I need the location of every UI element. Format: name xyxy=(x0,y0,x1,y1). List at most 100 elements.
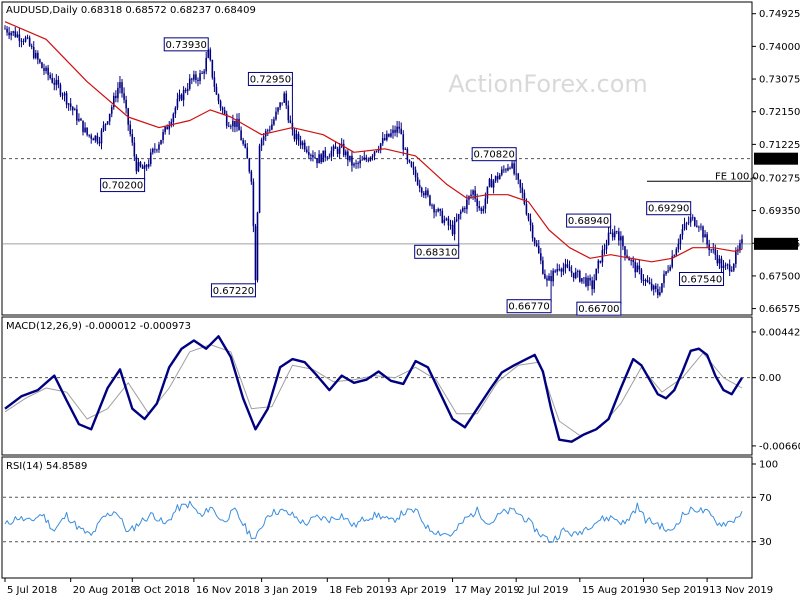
candle-body xyxy=(492,180,495,188)
candle-body xyxy=(410,162,413,167)
candle-body xyxy=(20,40,23,42)
candle-body xyxy=(4,28,6,30)
rsi-line xyxy=(4,500,743,543)
candle-body xyxy=(509,167,511,169)
candle-body xyxy=(246,147,249,159)
candle-body xyxy=(119,82,121,88)
candle-body xyxy=(121,82,123,94)
candle-body xyxy=(696,225,698,227)
candle-body xyxy=(217,94,220,102)
candle-body xyxy=(149,152,152,164)
candle-body xyxy=(236,118,238,127)
candle-body xyxy=(652,285,655,290)
candle-body xyxy=(552,270,554,282)
candle-body xyxy=(572,272,575,279)
candle-body xyxy=(392,129,394,134)
price-tick-label: 0.70275 xyxy=(759,173,800,184)
rsi-tick-label: 100 xyxy=(759,460,778,471)
candle-body xyxy=(513,163,515,174)
candle-body xyxy=(650,283,653,290)
candle-body xyxy=(388,133,390,137)
x-tick-label: 30 Sep 2019 xyxy=(645,585,708,596)
candle-body xyxy=(687,222,690,224)
candle-body xyxy=(22,41,25,43)
candle-body xyxy=(624,246,626,256)
candle-body xyxy=(554,270,556,272)
candle-body xyxy=(41,62,43,69)
candle-body xyxy=(648,282,651,284)
candle-body xyxy=(234,120,236,127)
annotation-box xyxy=(247,71,293,86)
annotation-box xyxy=(414,244,460,259)
annotation-label: 0.73930 xyxy=(166,40,207,51)
candle-body xyxy=(544,273,546,279)
candle-body xyxy=(425,190,427,196)
candle-body xyxy=(176,98,179,108)
candle-body xyxy=(24,37,27,42)
candle-body xyxy=(164,126,166,133)
candle-body xyxy=(344,151,347,156)
candle-body xyxy=(312,154,314,158)
candle-body xyxy=(540,253,542,261)
candle-body xyxy=(716,254,719,264)
candle-body xyxy=(679,235,682,244)
candle-body xyxy=(503,169,505,171)
candle-body xyxy=(529,219,532,226)
candle-body xyxy=(533,238,536,244)
candle-body xyxy=(65,93,68,105)
annotation-box xyxy=(210,283,256,298)
candle-body xyxy=(283,93,285,103)
candle-body xyxy=(427,190,429,196)
candle-body xyxy=(482,208,485,212)
candle-body xyxy=(357,163,359,164)
candle-body xyxy=(640,269,643,280)
candle-body xyxy=(367,159,370,161)
candle-body xyxy=(523,192,526,204)
candle-body xyxy=(435,211,437,213)
candle-body xyxy=(205,57,207,72)
candle-body xyxy=(262,136,265,140)
candle-body xyxy=(521,187,524,193)
candle-body xyxy=(303,142,306,150)
candle-body xyxy=(30,45,33,48)
level-tag-text: 0.70820 xyxy=(756,155,797,166)
candle-body xyxy=(628,257,630,261)
candle-body xyxy=(275,111,277,120)
annotation-box xyxy=(100,178,146,193)
level-tag: 0.70820 xyxy=(754,152,798,166)
candle-body xyxy=(689,217,692,223)
annotation-label: 0.67540 xyxy=(681,275,722,286)
candle-body xyxy=(698,226,700,228)
candle-body xyxy=(505,169,507,171)
candle-body xyxy=(203,71,205,74)
rsi-panel-frame xyxy=(1,456,753,579)
candle-body xyxy=(400,128,403,135)
candle-body xyxy=(244,143,246,148)
annotation-box xyxy=(576,301,622,316)
candle-body xyxy=(603,249,606,251)
candle-body xyxy=(334,146,337,149)
candle-body xyxy=(273,119,275,125)
candle-body xyxy=(28,37,31,46)
annotation-box xyxy=(163,37,209,52)
price-panel-header: AUDUSD,Daily 0.68318 0.68572 0.68237 0.6… xyxy=(6,5,256,16)
candle-body xyxy=(433,205,435,213)
candle-body xyxy=(375,151,378,152)
candle-body xyxy=(576,271,579,272)
candle-body xyxy=(474,190,476,199)
candle-body xyxy=(34,52,37,58)
candle-body xyxy=(390,133,392,137)
candle-body xyxy=(381,138,384,144)
candle-body xyxy=(219,101,222,108)
candle-body xyxy=(726,264,729,266)
candle-body xyxy=(369,157,372,161)
current-price-tag-text: 0.68409 xyxy=(756,240,797,251)
price-tick-label: 0.72150 xyxy=(759,107,800,118)
candle-body xyxy=(371,155,374,158)
candle-body xyxy=(248,158,251,172)
candle-body xyxy=(170,121,173,126)
candle-body xyxy=(412,166,415,170)
candle-body xyxy=(644,279,647,282)
candle-body xyxy=(429,195,431,206)
candle-body xyxy=(135,156,138,172)
